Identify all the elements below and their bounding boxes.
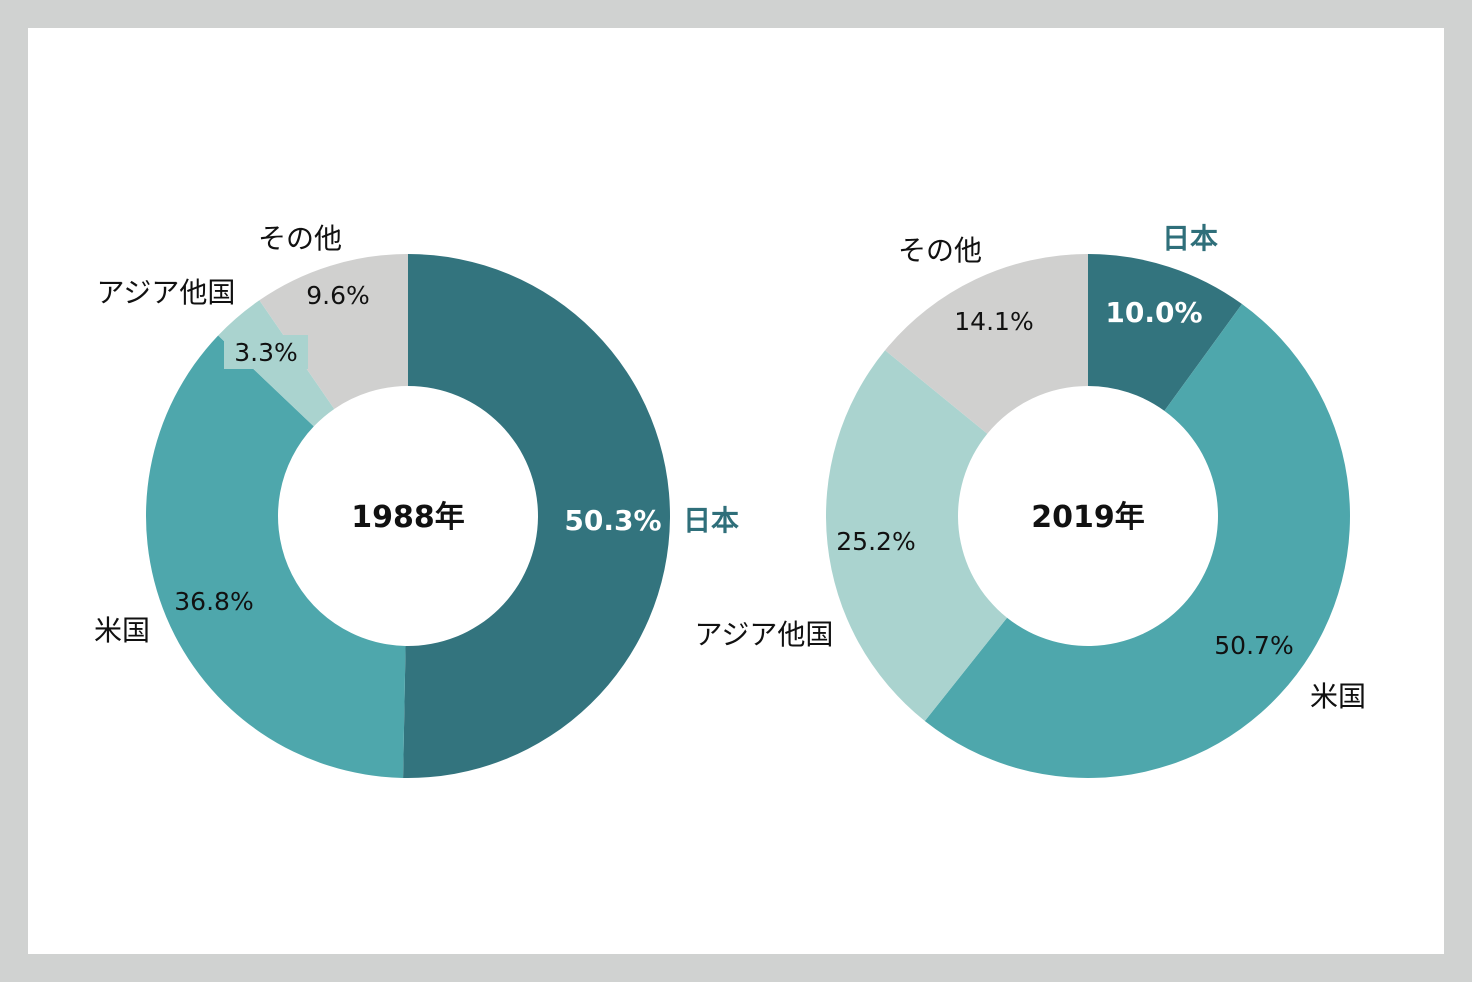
donut-slice-1-3	[885, 254, 1088, 434]
label-background	[224, 335, 308, 369]
donut-slice-1-1	[924, 304, 1350, 778]
data-label: 9.6%	[306, 281, 370, 310]
category-label: 日本	[683, 504, 739, 537]
data-label: 14.1%	[954, 307, 1033, 336]
category-label: アジア他国	[695, 618, 834, 651]
category-label: その他	[258, 222, 342, 255]
category-label: アジア他国	[97, 276, 236, 309]
donut-slice-0-1	[146, 335, 406, 778]
chart-panel: 1988年 50.3% 日本 36.8% 米国 3.3% アジア他国 9.6% その他 2019…	[28, 28, 1444, 954]
data-label: 3.3%	[234, 338, 298, 367]
data-label: 50.7%	[1214, 631, 1293, 660]
category-label: 米国	[94, 614, 150, 647]
donut-slice-0-0	[403, 254, 671, 778]
category-label: 日本	[1162, 222, 1218, 255]
data-label: 50.3%	[564, 504, 661, 537]
donut-chart-1988: 1988年 50.3% 日本 36.8% 米国 3.3% アジア他国 9.6% その他	[94, 222, 739, 778]
category-label: 米国	[1310, 680, 1366, 713]
donut-slice-1-2	[826, 350, 1008, 721]
donut-chart-2019: 2019年 10.0% 日本 50.7% 米国 25.2% アジア他国 14.1% その他	[695, 222, 1366, 778]
data-label: 36.8%	[174, 587, 253, 616]
data-label: 10.0%	[1105, 296, 1202, 329]
category-label: その他	[898, 234, 982, 267]
center-year-label: 2019年	[1031, 500, 1145, 535]
donut-charts: 1988年 50.3% 日本 36.8% 米国 3.3% アジア他国 9.6% その他 2019…	[94, 222, 1366, 778]
center-year-label: 1988年	[351, 500, 465, 535]
donut-slice-1-0	[1088, 254, 1242, 411]
donut-slice-0-3	[259, 254, 408, 409]
data-label: 25.2%	[836, 527, 915, 556]
